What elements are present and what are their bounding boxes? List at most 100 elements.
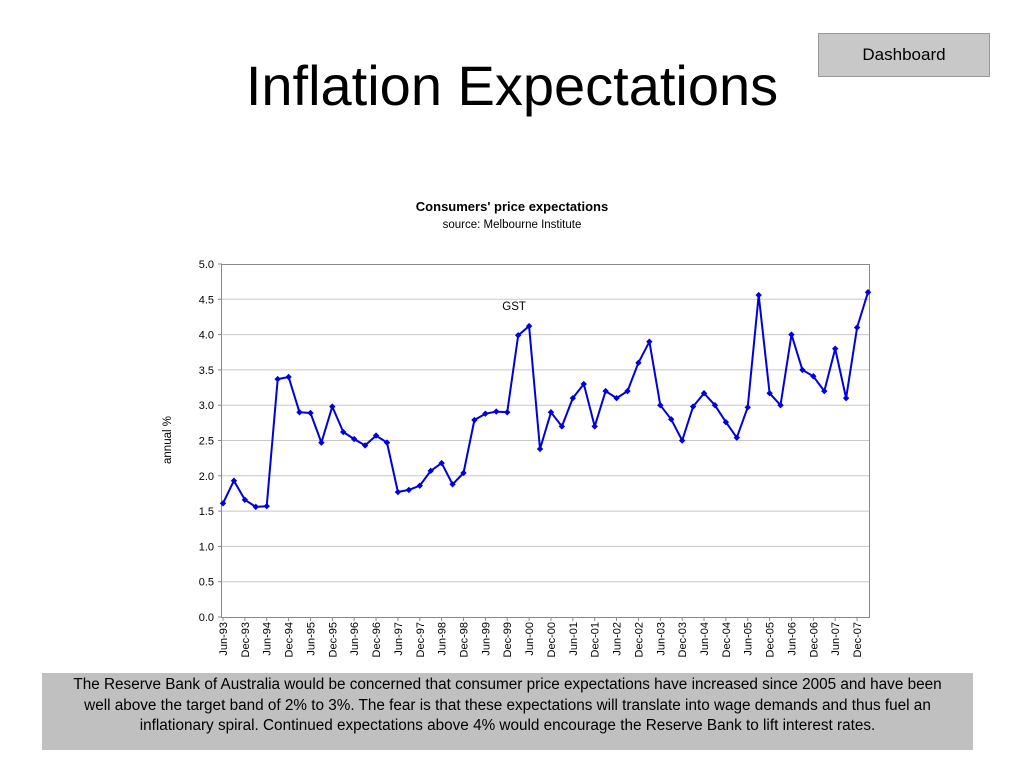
data-point bbox=[383, 439, 391, 446]
data-point bbox=[471, 416, 478, 424]
x-tick-label: Dec-95 bbox=[327, 622, 339, 657]
x-tick-label: Dec-03 bbox=[677, 622, 689, 657]
x-tick-label: Dec-07 bbox=[852, 622, 864, 657]
y-tick-label: 2.0 bbox=[199, 471, 214, 483]
data-point bbox=[678, 437, 686, 444]
data-point bbox=[755, 291, 762, 299]
data-point bbox=[558, 423, 566, 430]
data-point bbox=[361, 442, 369, 449]
data-point bbox=[547, 409, 555, 416]
data-point bbox=[668, 416, 675, 423]
data-point bbox=[646, 338, 653, 345]
x-tick-label: Jun-05 bbox=[743, 622, 755, 656]
data-point bbox=[307, 409, 314, 417]
data-point bbox=[340, 428, 347, 436]
x-tick-label: Jun-04 bbox=[699, 622, 711, 656]
data-point bbox=[427, 467, 434, 475]
data-point bbox=[493, 408, 500, 415]
data-point bbox=[219, 500, 227, 507]
data-point bbox=[711, 402, 719, 409]
x-tick-label: Jun-94 bbox=[262, 622, 274, 656]
x-tick-label: Jun-97 bbox=[393, 622, 405, 656]
data-point bbox=[635, 359, 642, 367]
x-tick-label: Dec-00 bbox=[546, 622, 558, 657]
data-point bbox=[329, 403, 336, 410]
y-tick-label: 1.5 bbox=[199, 506, 214, 518]
data-point bbox=[842, 394, 850, 402]
x-tick-label: Jun-01 bbox=[568, 622, 580, 656]
data-point bbox=[700, 389, 708, 397]
series-line bbox=[222, 291, 869, 508]
x-tick-label: Dec-96 bbox=[371, 622, 383, 657]
data-point bbox=[416, 482, 423, 489]
x-tick-label: Dec-97 bbox=[415, 622, 427, 657]
data-point bbox=[460, 469, 467, 477]
x-tick-label: Dec-06 bbox=[808, 622, 820, 657]
x-tick-label: Dec-94 bbox=[284, 622, 296, 657]
data-point bbox=[788, 331, 795, 338]
data-point bbox=[624, 387, 631, 395]
data-point bbox=[274, 375, 281, 383]
data-point bbox=[318, 439, 325, 446]
data-point bbox=[525, 322, 533, 330]
data-point bbox=[853, 324, 861, 331]
y-tick-label: 3.5 bbox=[199, 365, 214, 377]
data-point bbox=[722, 418, 730, 426]
x-tick-label: Dec-04 bbox=[721, 622, 733, 657]
data-point bbox=[405, 486, 413, 494]
data-point bbox=[536, 445, 544, 453]
x-tick-label: Dec-99 bbox=[502, 622, 514, 657]
x-tick-label: Jun-99 bbox=[480, 622, 492, 656]
data-point bbox=[733, 434, 741, 441]
data-point bbox=[504, 409, 511, 416]
x-tick-label: Jun-02 bbox=[612, 622, 624, 656]
x-tick-label: Dec-05 bbox=[765, 622, 777, 657]
dashboard-button[interactable]: Dashboard bbox=[818, 33, 990, 77]
data-point bbox=[252, 503, 259, 511]
data-point bbox=[810, 373, 817, 380]
x-tick-label: Jun-03 bbox=[655, 622, 667, 656]
data-point bbox=[864, 289, 872, 296]
data-point bbox=[799, 366, 806, 374]
x-tick-label: Dec-93 bbox=[240, 622, 252, 657]
data-point bbox=[449, 481, 456, 488]
y-tick-label: 0.5 bbox=[199, 577, 214, 589]
data-point bbox=[372, 432, 380, 439]
data-point bbox=[230, 477, 238, 484]
data-point bbox=[514, 332, 522, 339]
y-tick-label: 2.5 bbox=[199, 436, 214, 448]
x-tick-label: Jun-07 bbox=[830, 622, 842, 656]
data-point bbox=[482, 410, 489, 417]
data-point bbox=[350, 435, 358, 443]
chart-title: Consumers' price expectations bbox=[416, 199, 608, 214]
y-tick-label: 5.0 bbox=[199, 259, 214, 271]
x-tick-label: Dec-98 bbox=[459, 622, 471, 657]
data-point bbox=[821, 387, 828, 395]
x-tick-label: Jun-95 bbox=[305, 622, 317, 656]
x-tick-label: Dec-01 bbox=[590, 622, 602, 657]
data-point bbox=[689, 403, 697, 410]
annotation-label: GST bbox=[502, 301, 526, 313]
data-point bbox=[580, 380, 587, 388]
y-tick-label: 1.0 bbox=[199, 541, 214, 553]
y-tick-label: 3.0 bbox=[199, 400, 214, 412]
data-point bbox=[766, 389, 773, 397]
y-axis-label: annual % bbox=[162, 416, 174, 464]
data-point bbox=[777, 402, 784, 409]
data-point bbox=[241, 496, 249, 504]
data-point bbox=[285, 373, 292, 381]
x-tick-label: Jun-93 bbox=[218, 622, 230, 656]
data-point bbox=[602, 387, 609, 395]
y-tick-label: 4.0 bbox=[199, 330, 214, 342]
x-tick-label: Jun-96 bbox=[349, 622, 361, 656]
x-tick-label: Dec-02 bbox=[633, 622, 645, 657]
page-title: Inflation Expectations bbox=[245, 54, 779, 117]
data-point bbox=[744, 404, 751, 411]
x-tick-label: Jun-98 bbox=[437, 622, 449, 656]
data-point bbox=[296, 409, 303, 416]
data-point bbox=[394, 488, 402, 496]
data-point bbox=[263, 502, 270, 510]
data-point bbox=[657, 402, 664, 409]
data-point bbox=[569, 394, 577, 402]
y-tick-label: 0.0 bbox=[199, 612, 214, 624]
